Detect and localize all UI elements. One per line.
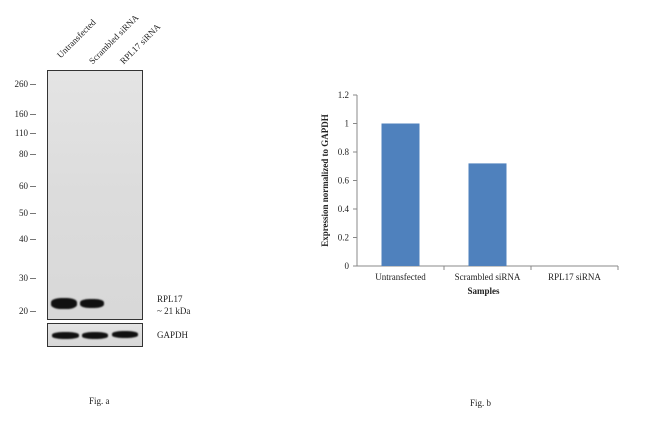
y-tick-label: 1.2	[338, 90, 349, 100]
mw-marker-80: 80	[19, 149, 28, 159]
bar-chart: 0 0.2 0.4 0.6 0.8 1 1.2 Untransfected Scrambled …	[320, 90, 619, 296]
y-tick-label: 0.6	[338, 176, 350, 186]
mw-marker-20: 20	[19, 306, 28, 316]
y-axis-title: Expression normalized to GAPDH	[320, 114, 330, 247]
loading-control-label: GAPDH	[157, 330, 189, 340]
y-tick-label: 1	[345, 119, 350, 129]
mw-tick	[30, 278, 36, 279]
mw-marker-30: 30	[19, 273, 28, 283]
mw-marker-160: 160	[14, 109, 29, 119]
y-tick-label: 0.8	[338, 147, 350, 157]
band-label-kda: ~ 21 kDa	[157, 306, 191, 316]
x-tick-label: Untransfected	[375, 272, 426, 282]
mw-tick	[30, 213, 36, 214]
x-axis-title: Samples	[467, 286, 500, 296]
mw-tick	[30, 114, 36, 115]
y-tick-label: 0	[345, 261, 350, 271]
gapdh-band-untransfected	[52, 332, 79, 339]
bar	[468, 163, 507, 266]
gapdh-band-rpl17	[112, 331, 138, 338]
gapdh-band-scrambled	[82, 332, 108, 339]
mw-marker-50: 50	[19, 208, 28, 218]
chart-plot-area: 0 0.2 0.4 0.6 0.8 1 1.2 Untransfected Scrambled …	[320, 90, 619, 296]
mw-tick	[30, 154, 36, 155]
mw-tick	[30, 311, 36, 312]
mw-tick	[30, 239, 36, 240]
mw-tick	[30, 84, 36, 85]
mw-marker-110: 110	[14, 128, 28, 138]
y-tick-label: 0.2	[338, 233, 349, 243]
mw-marker-260: 260	[14, 79, 29, 89]
x-tick-label: Scrambled siRNA	[455, 272, 521, 282]
blot-membrane-gapdh	[47, 323, 143, 347]
mw-marker-40: 40	[19, 234, 28, 244]
mw-marker-60: 60	[19, 181, 28, 191]
fig-a-caption: Fig. a	[89, 396, 110, 406]
blot-membrane-rpl17	[47, 70, 143, 320]
mw-tick	[30, 133, 36, 134]
fig-b-caption: Fig. b	[470, 398, 492, 408]
band-scrambled	[80, 299, 104, 308]
bar	[381, 123, 420, 266]
band-label-rpl17: RPL17	[157, 294, 183, 304]
mw-tick	[30, 186, 36, 187]
x-tick-label: RPL17 siRNA	[548, 272, 601, 282]
y-tick-label: 0.4	[338, 204, 350, 214]
band-untransfected	[51, 298, 77, 309]
